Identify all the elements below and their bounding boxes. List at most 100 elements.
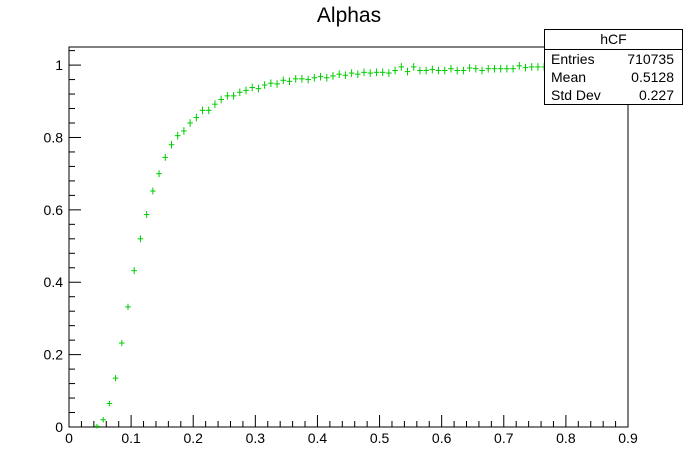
data-point: [441, 66, 448, 75]
stats-value: 710735: [627, 51, 674, 67]
data-point: [237, 88, 243, 97]
data-point: [174, 131, 181, 140]
data-point: [479, 66, 485, 75]
x-tick-label: 0.7: [494, 430, 514, 446]
data-point: [429, 65, 436, 74]
data-point: [193, 113, 200, 122]
data-point: [131, 267, 138, 275]
data-point: [323, 73, 330, 82]
data-point: [255, 84, 262, 93]
data-point: [212, 100, 218, 108]
stats-label: Entries: [551, 51, 595, 67]
data-point: [311, 73, 318, 82]
data-point: [230, 92, 237, 100]
data-point: [454, 66, 460, 75]
data-point: [187, 119, 193, 127]
stats-label: Std Dev: [551, 87, 601, 103]
data-point: [528, 63, 535, 71]
x-tick-label: 0.9: [618, 430, 638, 446]
x-tick-label: 0.5: [370, 430, 390, 446]
data-point: [94, 423, 100, 429]
data-point: [460, 66, 467, 75]
stats-label: Mean: [551, 69, 587, 85]
data-point: [280, 76, 287, 85]
data-point: [100, 417, 106, 423]
stats-row-entries: Entries 710735: [545, 50, 682, 68]
data-point: [205, 106, 212, 115]
data-point: [367, 69, 374, 77]
data-point: [466, 64, 473, 72]
data-point: [125, 303, 131, 310]
data-point: [516, 62, 523, 70]
data-point: [448, 64, 454, 73]
data-point: [330, 72, 336, 80]
x-tick-label: 0: [65, 430, 73, 446]
data-point: [305, 75, 311, 84]
data-point: [261, 81, 268, 89]
data-point: [348, 69, 355, 77]
data-point: [373, 68, 380, 77]
data-point: [156, 170, 162, 178]
x-tick-label: 0.3: [246, 430, 266, 446]
stats-value: 0.5128: [631, 69, 674, 85]
data-point: [404, 67, 411, 76]
data-point: [162, 153, 169, 161]
data-point: [168, 140, 175, 149]
data-point: [361, 68, 367, 77]
data-point: [112, 375, 119, 382]
data-point: [299, 75, 305, 83]
stats-value: 0.227: [638, 87, 674, 103]
stats-row-mean: Mean 0.5128: [545, 68, 682, 86]
data-point: [392, 66, 398, 75]
data-point: [143, 211, 150, 219]
data-point: [106, 400, 113, 407]
data-point: [342, 71, 349, 80]
y-tick-label: 1: [55, 57, 63, 73]
stats-row-stddev: Std Dev 0.227: [545, 86, 682, 104]
stats-box: hCF Entries 710735 Mean 0.5128 Std Dev 0…: [544, 29, 683, 105]
data-point: [249, 83, 256, 92]
y-tick-label: 0.6: [44, 202, 64, 218]
data-point: [199, 106, 206, 115]
y-tick-label: 0.8: [44, 129, 64, 145]
data-point: [485, 64, 492, 73]
data-point: [510, 64, 516, 73]
data-point: [535, 63, 541, 71]
data-point: [317, 72, 324, 81]
data-point: [410, 63, 417, 71]
data-point: [423, 66, 429, 75]
data-point: [286, 77, 293, 86]
data-point: [473, 64, 479, 73]
x-tick-label: 0.1: [121, 430, 141, 446]
data-point: [435, 66, 442, 75]
data-point: [355, 70, 361, 78]
data-point: [224, 92, 231, 100]
x-tick-label: 0.4: [308, 430, 328, 446]
data-point: [491, 64, 498, 73]
data-point: [417, 66, 423, 75]
data-point: [336, 70, 342, 78]
x-tick-label: 0.8: [556, 430, 576, 446]
data-point: [268, 79, 274, 87]
y-tick-label: 0.4: [44, 274, 64, 290]
data-point: [379, 68, 386, 77]
x-tick-label: 0.6: [432, 430, 452, 446]
data-point: [181, 127, 187, 135]
y-tick-label: 0.2: [44, 347, 64, 363]
data-point: [218, 95, 224, 104]
chart-title: Alphas: [316, 4, 382, 27]
data-point: [150, 187, 156, 195]
data-point: [118, 339, 125, 347]
stats-box-name: hCF: [545, 30, 682, 50]
x-tick-label: 0.2: [183, 430, 203, 446]
y-tick-label: 0: [55, 419, 63, 435]
data-point: [398, 63, 405, 71]
data-point: [292, 75, 299, 83]
data-point: [522, 63, 529, 72]
data-point: [386, 69, 392, 77]
data-point: [243, 86, 249, 95]
plot-frame: [68, 46, 629, 428]
data-point: [497, 64, 504, 73]
data-point: [504, 64, 510, 73]
data-point: [137, 235, 144, 243]
